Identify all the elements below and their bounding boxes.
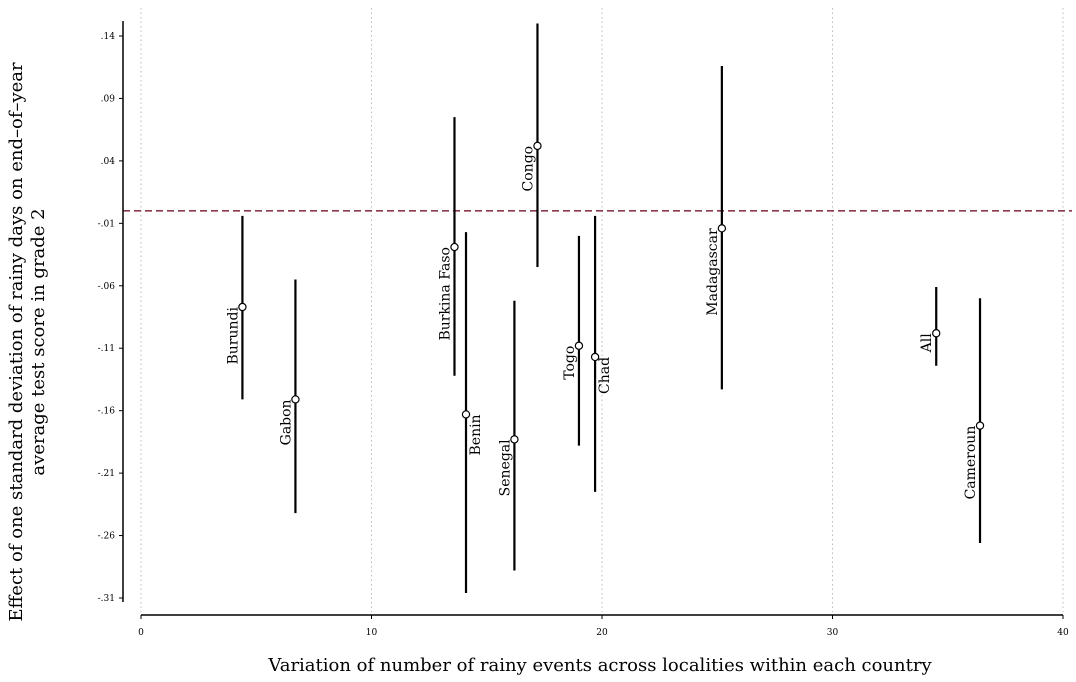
point-label: Togo (562, 346, 578, 380)
point-marker (450, 242, 459, 252)
point-marker (975, 421, 985, 430)
estimate-all: All (919, 287, 941, 366)
point-label: Gabon (278, 399, 294, 445)
y-tick-label: -.21 (98, 469, 115, 479)
x-tick-label: 10 (366, 628, 378, 638)
point-label: Senegal (497, 439, 513, 496)
point-label: Burundi (225, 307, 241, 365)
point-label: Benin (468, 414, 484, 455)
y-tick-label: -.31 (98, 594, 115, 604)
estimate-burundi: Burundi (225, 215, 247, 400)
y-axis-title-line-1: Effect of one standard deviation of rain… (6, 62, 27, 622)
point-marker (574, 341, 584, 350)
x-tick-label: 0 (138, 628, 144, 638)
point-label: Chad (597, 357, 613, 394)
point-label: Burkina Faso (437, 247, 453, 341)
y-tick-label: .04 (101, 157, 116, 167)
y-tick-label: -.26 (98, 532, 116, 542)
y-tick-label: -.01 (98, 219, 115, 229)
point-marker (510, 435, 519, 444)
estimate-madagascar: Madagascar (705, 65, 727, 390)
point-marker (717, 224, 727, 233)
estimate-congo: Congo (520, 23, 542, 268)
estimate-gabon: Gabon (278, 279, 300, 514)
gridlines (140, 8, 1064, 612)
y-tick-label: .14 (101, 32, 116, 42)
point-label: Congo (520, 146, 536, 192)
point-marker (533, 141, 542, 151)
y-tick-label: -.16 (98, 407, 116, 417)
estimate-benin: Benin (461, 232, 484, 594)
y-axis-title-line-2: average test score in grade 2 (28, 208, 49, 475)
series-estimates: Burundi Gabon Burkina Faso Benin Congo Senega… (225, 23, 985, 594)
estimate-senegal: Senegal (497, 300, 519, 571)
point-label: Madagascar (705, 228, 721, 316)
estimate-burkina-faso: Burkina Faso (437, 117, 459, 376)
point-marker (461, 410, 471, 419)
x-tick-label: 30 (827, 628, 839, 638)
y-tick-label: -.11 (98, 344, 115, 354)
point-marker (932, 329, 941, 338)
point-label: All (919, 333, 935, 354)
point-label: Cameroun (963, 426, 979, 500)
x-axis-title: Variation of number of rainy events acro… (267, 655, 932, 676)
estimate-togo: Togo (562, 235, 584, 446)
axes: .14 .09 .04 -.01 -.06 -.11 -.16 -.21 -.26 -.31 0 10… (98, 21, 1069, 638)
estimate-cameroun: Cameroun (963, 298, 985, 544)
point-marker (238, 302, 247, 312)
point-marker (291, 395, 300, 404)
estimate-chad: Chad (590, 215, 613, 492)
x-tick-label: 40 (1057, 628, 1069, 638)
x-tick-label: 20 (596, 628, 608, 638)
y-tick-label: .09 (101, 94, 116, 104)
point-marker (590, 352, 600, 362)
y-tick-label: -.06 (98, 282, 116, 292)
